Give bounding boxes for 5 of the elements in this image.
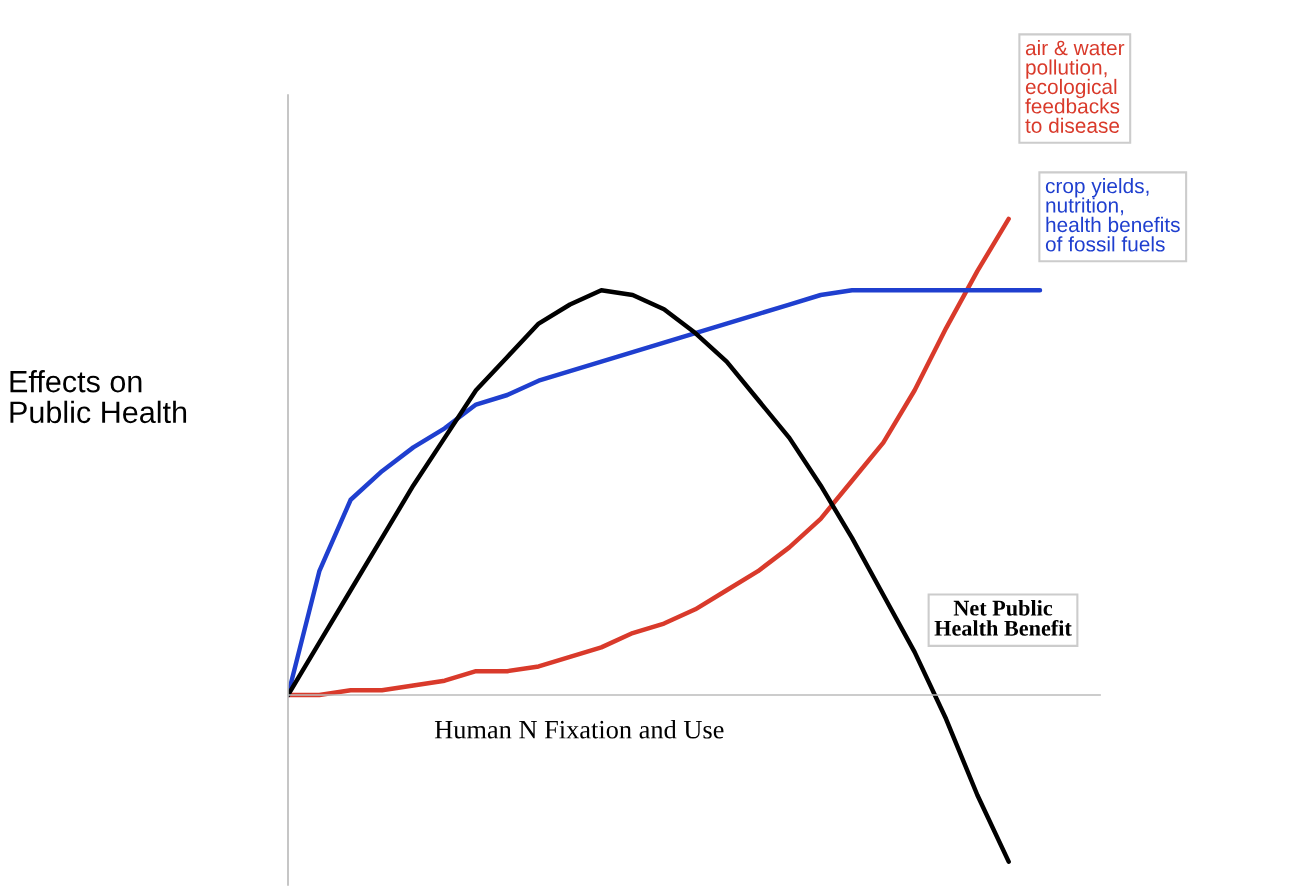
series-label: crop yields, nutrition, health benefits of fossil fuels: [1045, 178, 1180, 252]
y-axis-title: Effects on Public Health: [10, 370, 187, 424]
x-axis-title: Human N Fixation and Use: [434, 720, 724, 739]
series-label: Net Public Health Benefit: [934, 600, 1072, 636]
text: air & water pollution, ecological feedbacks to disease: [1025, 40, 1125, 133]
